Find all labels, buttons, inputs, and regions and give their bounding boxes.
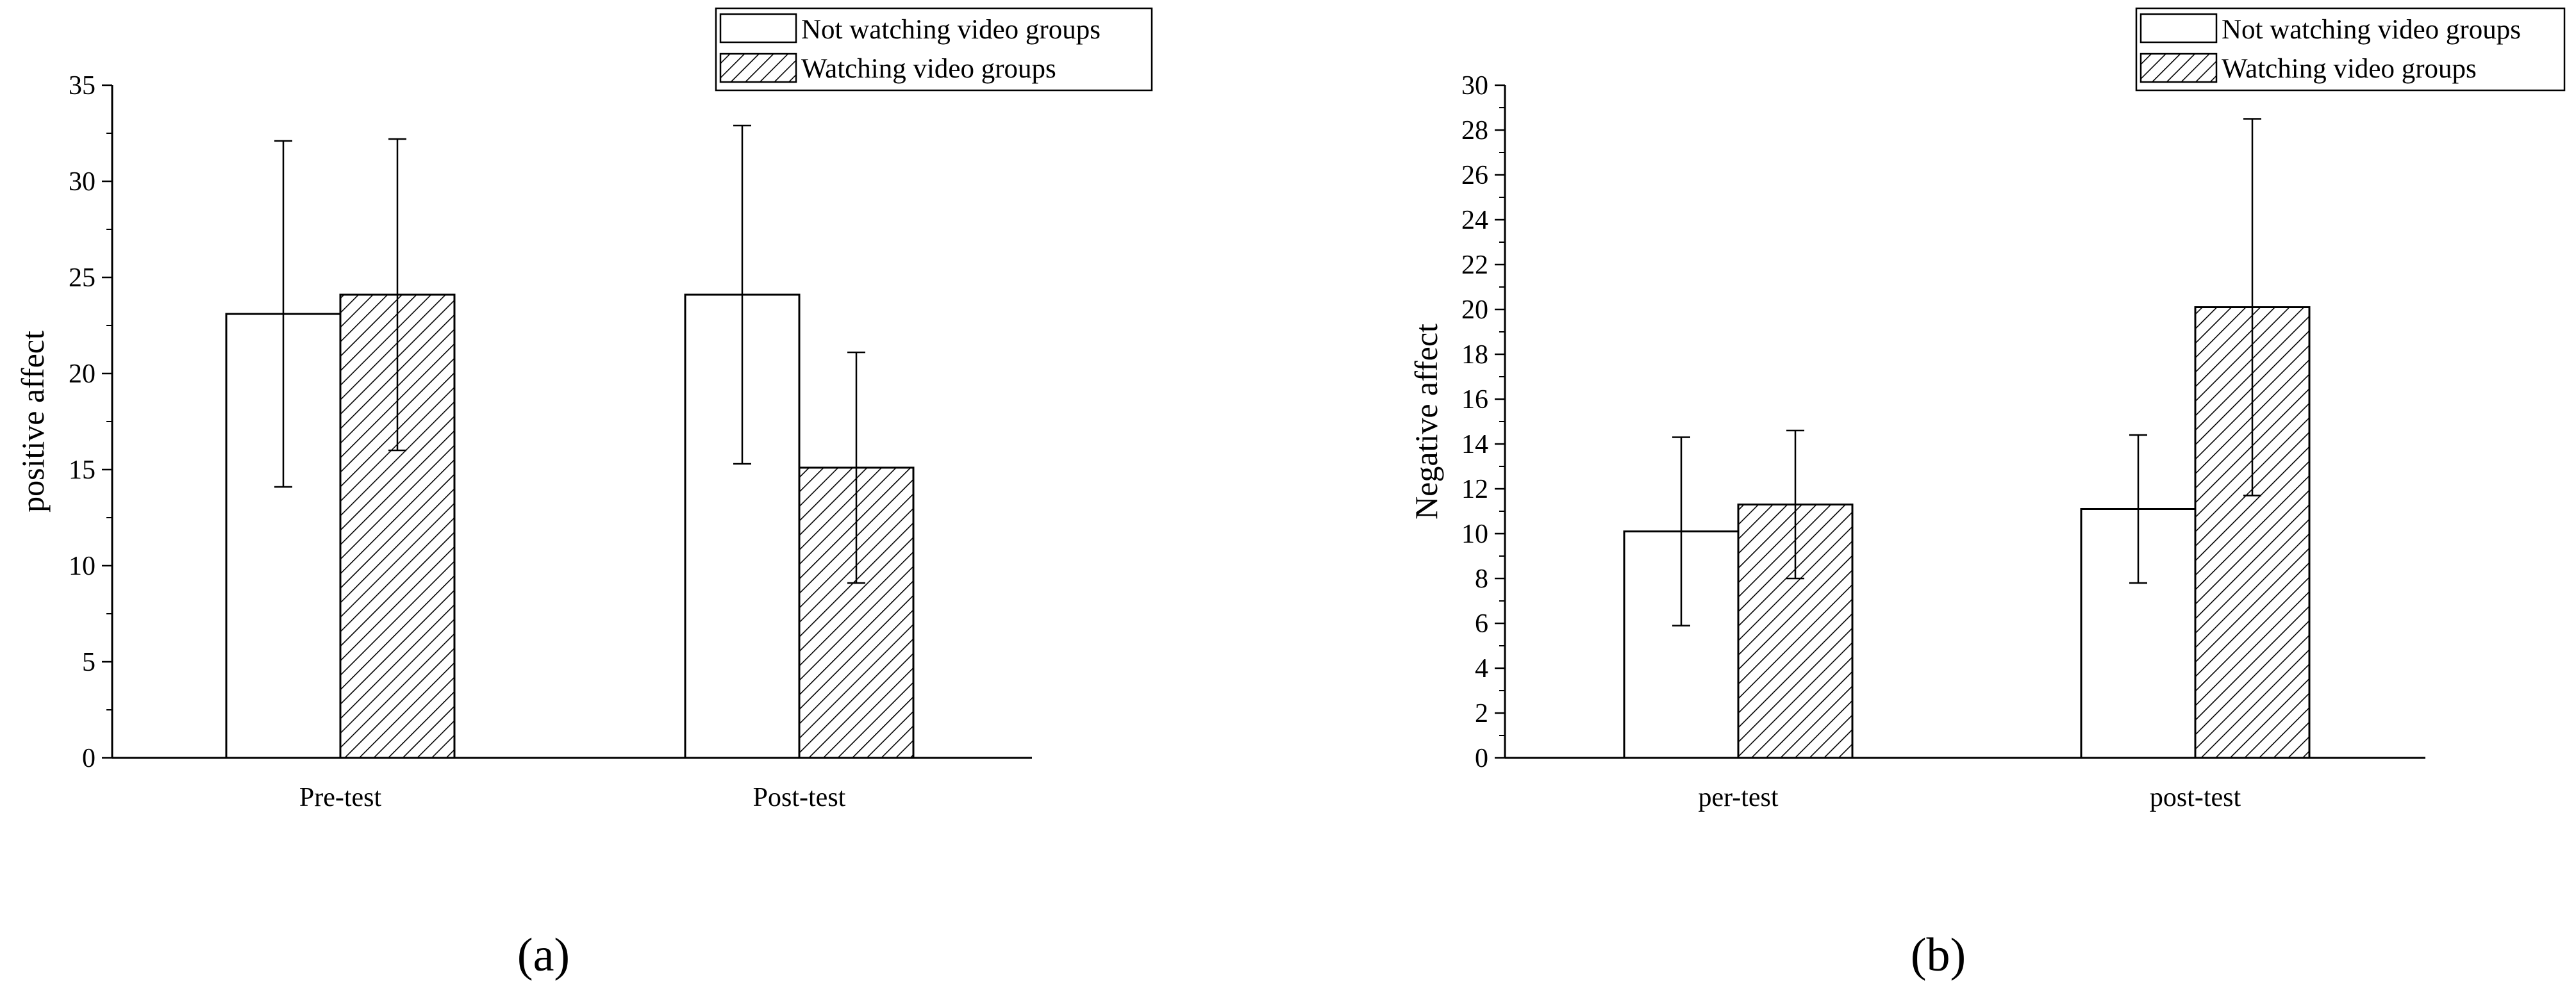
y-tick-label-a-6: 30: [69, 167, 96, 197]
legend-swatch-a-1: [719, 53, 797, 83]
y-tick-label-b-1: 2: [1475, 699, 1488, 728]
y-axis-title-a: positive affect: [15, 331, 51, 513]
legend-swatch-b-0: [2140, 13, 2218, 44]
y-tick-label-a-1: 5: [82, 648, 96, 677]
y-tick-label-b-4: 8: [1475, 564, 1488, 594]
y-tick-label-b-12: 24: [1461, 206, 1488, 235]
y-tick-label-a-2: 10: [69, 552, 96, 581]
x-tick-label-a-1: Post-test: [753, 783, 846, 812]
y-tick-label-a-4: 20: [69, 359, 96, 389]
y-tick-label-b-9: 18: [1461, 340, 1488, 370]
legend-a: Not watching video groups Watching video…: [715, 7, 1153, 92]
y-tick-label-b-10: 20: [1461, 295, 1488, 325]
legend-b: Not watching video groups Watching video…: [2135, 7, 2566, 92]
y-tick-label-b-15: 30: [1461, 71, 1488, 101]
x-tick-label-b-1: post-test: [2150, 783, 2241, 812]
y-tick-label-a-7: 35: [69, 71, 96, 101]
panel-label-a: (a): [517, 929, 570, 981]
panel-b: (b) Not watching video groups Watching v…: [1408, 7, 2566, 981]
y-tick-label-b-8: 16: [1461, 385, 1488, 414]
plot-area-a: 0 5 10 15 20 25 30 35 positive affect Pre-test Pos…: [15, 71, 1032, 812]
y-tick-label-b-0: 0: [1475, 744, 1488, 773]
y-tick-label-b-14: 28: [1461, 116, 1488, 145]
y-tick-label-b-13: 26: [1461, 161, 1488, 190]
legend-label-b-1: Watching video groups: [2222, 54, 2477, 84]
legend-swatch-a-0: [719, 13, 797, 44]
y-tick-label-b-11: 22: [1461, 250, 1488, 280]
y-tick-label-b-2: 4: [1475, 654, 1488, 684]
x-tick-label-a-0: Pre-test: [299, 783, 382, 812]
legend-label-a-1: Watching video groups: [801, 54, 1056, 84]
y-tick-label-a-3: 15: [69, 455, 96, 485]
y-tick-label-b-6: 12: [1461, 475, 1488, 504]
legend-swatch-b-1: [2140, 53, 2218, 83]
legend-label-b-0: Not watching video groups: [2222, 15, 2521, 45]
panel-label-b: (b): [1911, 929, 1966, 981]
y-tick-label-b-7: 14: [1461, 430, 1488, 459]
y-tick-label-a-5: 25: [69, 263, 96, 293]
panel-a: (a) Not watching video groups Watching v…: [15, 7, 1153, 981]
y-tick-label-b-5: 10: [1461, 520, 1488, 549]
x-tick-label-b-0: per-test: [1698, 783, 1778, 812]
y-tick-label-b-3: 6: [1475, 609, 1488, 639]
y-axis-title-b: Negative affect: [1408, 324, 1444, 520]
y-tick-label-a-0: 0: [82, 744, 96, 773]
legend-label-a-0: Not watching video groups: [801, 15, 1101, 45]
